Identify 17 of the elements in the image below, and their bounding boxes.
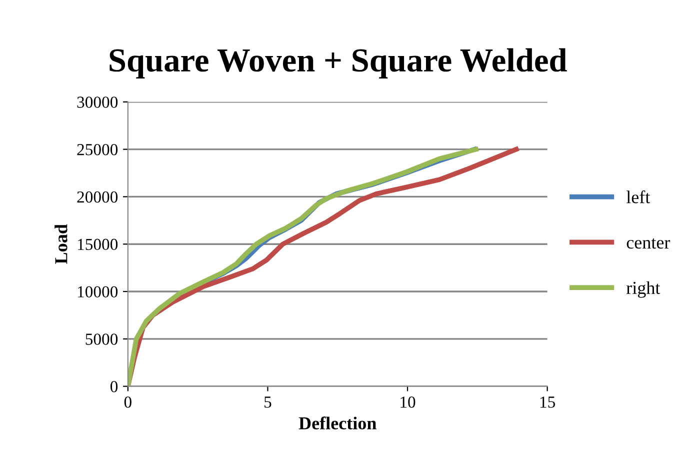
y-tick-label: 10000 bbox=[78, 286, 118, 298]
x-tick-label: 0 bbox=[124, 396, 132, 408]
y-tick-label: 5000 bbox=[86, 334, 118, 345]
chart-title: Square Woven + Square Welded bbox=[110, 48, 567, 78]
y-tick-label: 30000 bbox=[77, 96, 118, 108]
x-axis-title: Deflection bbox=[298, 416, 376, 430]
y-tick-label: 25000 bbox=[77, 144, 118, 156]
x-tick-label: 15 bbox=[540, 396, 555, 408]
legend-label: center bbox=[626, 238, 670, 249]
legend-label: right bbox=[626, 281, 660, 298]
y-axis-title: Load bbox=[54, 224, 68, 264]
y-tick-label: 15000 bbox=[78, 238, 118, 250]
legend-label: left bbox=[626, 190, 650, 204]
x-tick-label: 10 bbox=[400, 396, 416, 408]
y-tick-label: 0 bbox=[110, 381, 118, 392]
y-tick-label: 20000 bbox=[77, 191, 118, 203]
x-tick-label: 5 bbox=[264, 396, 272, 408]
